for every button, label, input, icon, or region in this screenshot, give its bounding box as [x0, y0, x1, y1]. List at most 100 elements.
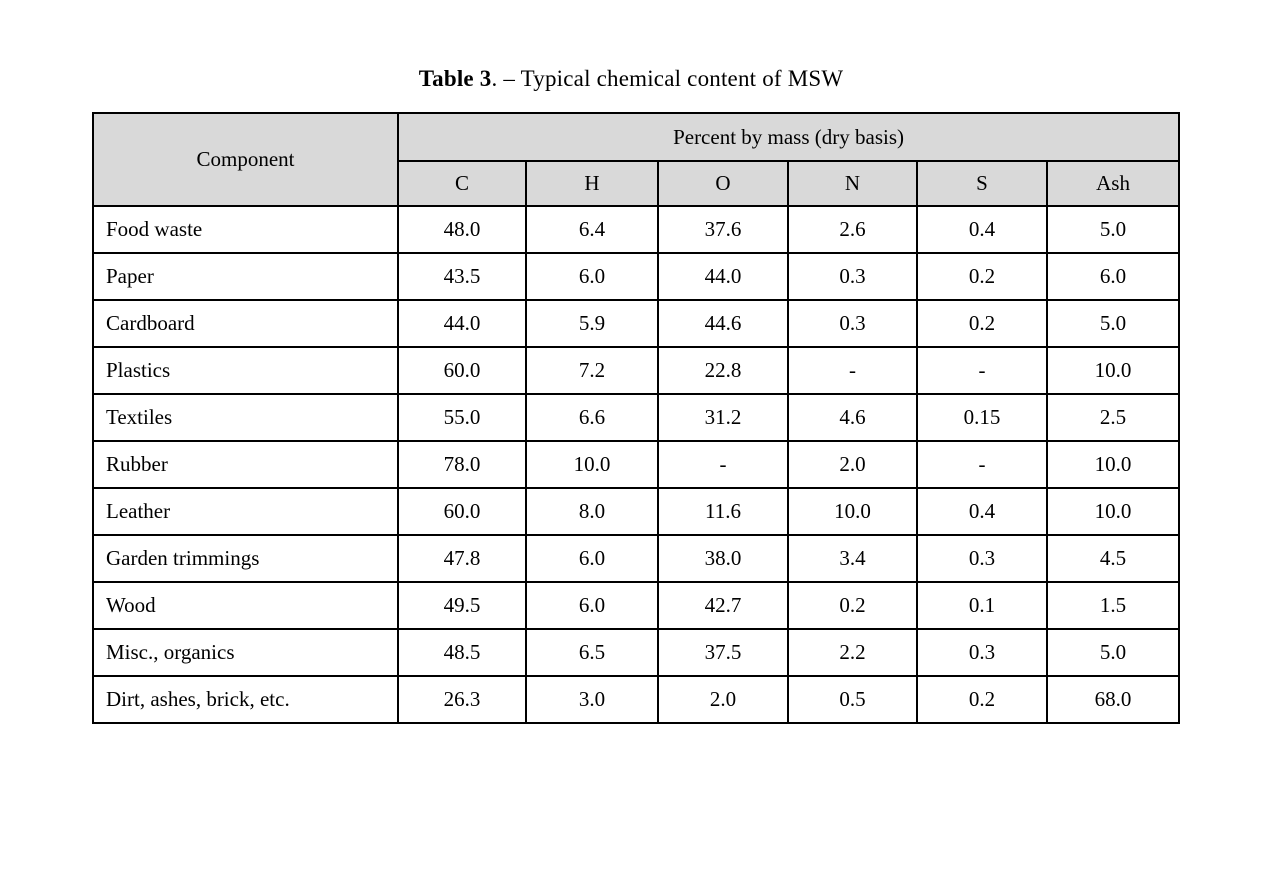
sub-header-row: C H O N S Ash — [93, 160, 1181, 207]
value-cell: 44.6 — [657, 299, 789, 348]
value-cell: 0.3 — [916, 534, 1048, 583]
component-cell: Garden trimmings — [92, 534, 399, 583]
value-cell: 37.5 — [657, 628, 789, 677]
column-header-s: S — [916, 160, 1048, 207]
table-row: Paper 43.5 6.0 44.0 0.3 0.2 6.0 — [92, 252, 1181, 301]
value-cell: - — [916, 440, 1048, 489]
value-cell: - — [916, 346, 1048, 395]
value-cell: 0.2 — [916, 252, 1048, 301]
value-cell: 6.5 — [525, 628, 659, 677]
value-cell: 44.0 — [397, 299, 527, 348]
table-row: Garden trimmings 47.8 6.0 38.0 3.4 0.3 4.5 — [92, 534, 1181, 583]
value-cell: 11.6 — [657, 487, 789, 536]
table-row: Food waste 48.0 6.4 37.6 2.6 0.4 5.0 — [92, 205, 1181, 254]
table-row: Plastics 60.0 7.2 22.8- -10.0 — [92, 346, 1181, 395]
column-header-n: N — [787, 160, 918, 207]
value-cell: 10.0 — [787, 487, 918, 536]
component-cell: Rubber — [92, 440, 399, 489]
value-cell: 48.0 — [397, 205, 527, 254]
value-cell: 2.0 — [657, 675, 789, 724]
component-cell: Leather — [92, 487, 399, 536]
table-caption-number: Table 3 — [418, 66, 492, 91]
value-cell: 4.5 — [1045, 534, 1181, 583]
value-cell: 31.2 — [657, 393, 789, 442]
value-cell: 0.4 — [916, 487, 1048, 536]
component-cell: Paper — [92, 252, 399, 301]
table-row: Textiles 55.0 6.6 31.2 4.6 0.15 2.5 — [92, 393, 1181, 442]
value-cell: 0.4 — [916, 205, 1048, 254]
value-cell: 0.1 — [916, 581, 1048, 630]
value-cell: 37.6 — [657, 205, 789, 254]
table-header: Component Percent by mass (dry basis) C … — [92, 112, 1181, 207]
component-cell: Textiles — [92, 393, 399, 442]
value-cell: 0.2 — [916, 299, 1048, 348]
value-cell: 6.6 — [525, 393, 659, 442]
value-cell: 38.0 — [657, 534, 789, 583]
value-cell: 5.0 — [1045, 628, 1181, 677]
value-cell: 4.6 — [787, 393, 918, 442]
value-cell: 10.0 — [525, 440, 659, 489]
value-cell: 78.0 — [397, 440, 527, 489]
value-cell: - — [787, 346, 918, 395]
value-cell: 44.0 — [657, 252, 789, 301]
component-cell: Cardboard — [92, 299, 399, 348]
value-cell: 6.4 — [525, 205, 659, 254]
value-cell: 6.0 — [1045, 252, 1181, 301]
value-cell: 10.0 — [1045, 346, 1181, 395]
table-caption: Table 3. – Typical chemical content of M… — [0, 66, 1262, 92]
msw-chemical-content-table: Component Percent by mass (dry basis) C … — [92, 112, 1181, 724]
column-header-o: O — [657, 160, 789, 207]
value-cell: 0.3 — [787, 252, 918, 301]
value-cell: 0.3 — [916, 628, 1048, 677]
component-cell: Misc., organics — [92, 628, 399, 677]
value-cell: 7.2 — [525, 346, 659, 395]
value-cell: 0.2 — [916, 675, 1048, 724]
table-row: Wood 49.5 6.0 42.7 0.2 0.1 1.5 — [92, 581, 1181, 630]
value-cell: 0.2 — [787, 581, 918, 630]
value-cell: 43.5 — [397, 252, 527, 301]
value-cell: 6.0 — [525, 252, 659, 301]
value-cell: 48.5 — [397, 628, 527, 677]
value-cell: 5.0 — [1045, 205, 1181, 254]
value-cell: 49.5 — [397, 581, 527, 630]
value-cell: 68.0 — [1045, 675, 1181, 724]
value-cell: 1.5 — [1045, 581, 1181, 630]
value-cell: 60.0 — [397, 487, 527, 536]
column-header-component: Component — [92, 112, 399, 207]
table-row: Rubber 78.0 10.0-2.0-10.0 — [92, 440, 1181, 489]
value-cell: 2.5 — [1045, 393, 1181, 442]
value-cell: 6.0 — [525, 581, 659, 630]
component-cell: Wood — [92, 581, 399, 630]
value-cell: 2.2 — [787, 628, 918, 677]
table-row: Cardboard 44.0 5.9 44.6 0.3 0.2 5.0 — [92, 299, 1181, 348]
value-cell: 8.0 — [525, 487, 659, 536]
value-cell: 42.7 — [657, 581, 789, 630]
table-row: Misc., organics 48.5 6.5 37.5 2.2 0.3 5.0 — [92, 628, 1181, 677]
value-cell: 2.6 — [787, 205, 918, 254]
value-cell: 5.9 — [525, 299, 659, 348]
value-cell: 47.8 — [397, 534, 527, 583]
value-cell: 5.0 — [1045, 299, 1181, 348]
value-cell: 26.3 — [397, 675, 527, 724]
table-body: Food waste 48.0 6.4 37.6 2.6 0.4 5.0 Paper 43.5 6… — [92, 205, 1181, 724]
table-row: Leather 60.0 8.0 11.6 10.0 0.4 10.0 — [92, 487, 1181, 536]
table-row: Dirt, ashes, brick, etc. 26.3 3.0 2.0 0.5 0.2… — [92, 675, 1181, 724]
value-cell: 6.0 — [525, 534, 659, 583]
value-cell: 3.0 — [525, 675, 659, 724]
value-cell: 10.0 — [1045, 440, 1181, 489]
component-cell: Food waste — [92, 205, 399, 254]
value-cell: 0.3 — [787, 299, 918, 348]
value-cell: 60.0 — [397, 346, 527, 395]
component-cell: Dirt, ashes, brick, etc. — [92, 675, 399, 724]
value-cell: 2.0 — [787, 440, 918, 489]
component-cell: Plastics — [92, 346, 399, 395]
value-cell: 10.0 — [1045, 487, 1181, 536]
column-header-h: H — [525, 160, 659, 207]
value-cell: 0.15 — [916, 393, 1048, 442]
value-cell: 55.0 — [397, 393, 527, 442]
value-cell: 22.8 — [657, 346, 789, 395]
value-cell: 3.4 — [787, 534, 918, 583]
column-header-ash: Ash — [1045, 160, 1181, 207]
value-cell: 0.5 — [787, 675, 918, 724]
